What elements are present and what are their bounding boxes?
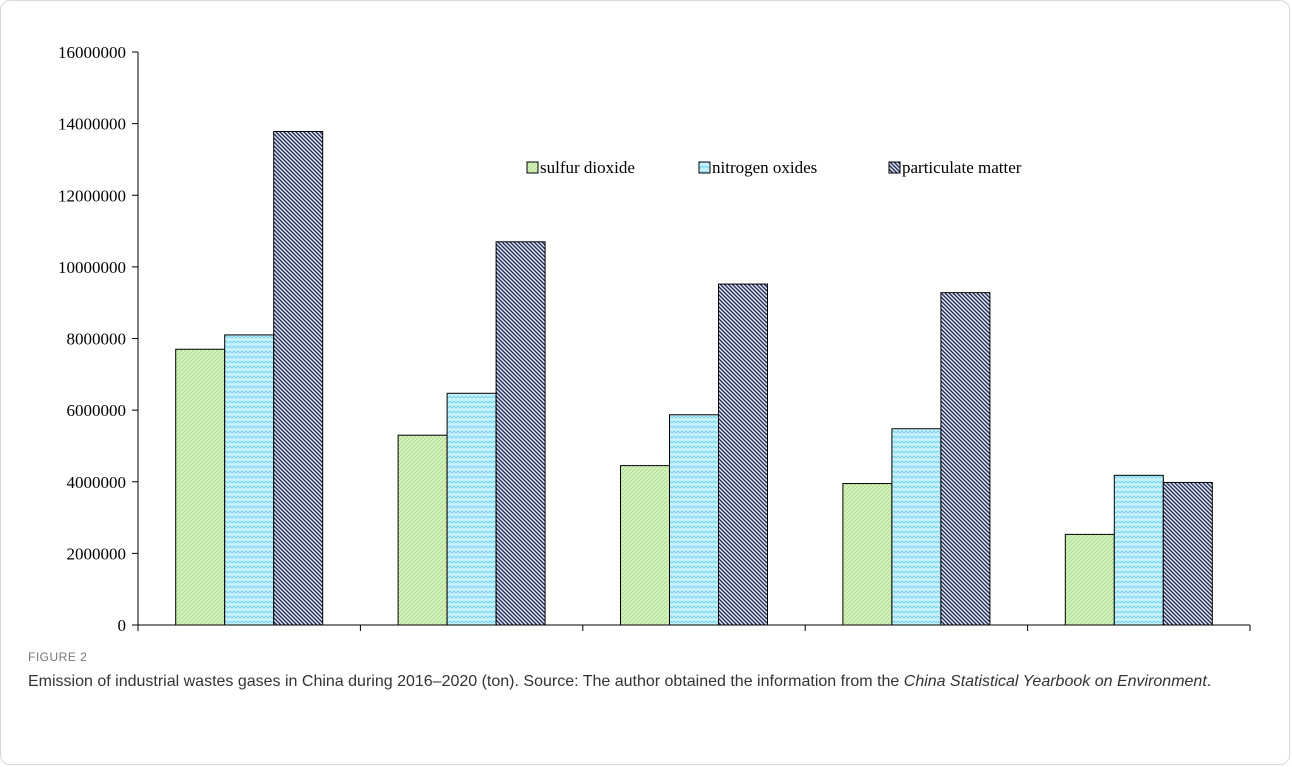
figure-caption: FIGURE 2 Emission of industrial wastes g… [28,650,1268,693]
y-tick-label: 10000000 [58,258,126,277]
y-tick-label: 2000000 [67,544,127,563]
caption-text-end: . [1206,673,1212,690]
y-tick-label: 8000000 [67,330,127,349]
legend-swatch-sulfur-dioxide [526,161,539,174]
bar-sulfur-dioxide-2019 [842,483,893,626]
y-tick-label: 16000000 [58,43,126,62]
legend-label-nitrogen-oxides: nitrogen oxides [712,158,817,177]
y-tick-label: 6000000 [67,401,127,420]
caption-text: Emission of industrial wastes gases in C… [28,670,1268,693]
legend-label-particulate-matter: particulate matter [902,158,1022,177]
bar-particulate-matter-2019 [940,292,991,626]
x-tick-label: 2016 [232,639,266,640]
bar-particulate-matter-2018 [718,283,768,626]
y-tick-label: 12000000 [58,186,126,205]
legend-swatch-particulate-matter [888,161,901,174]
bar-nitrogen-oxides-2018 [669,414,719,626]
legend-swatch-nitrogen-oxides [698,161,711,174]
bar-nitrogen-oxides-2019 [891,428,942,626]
caption-source-title: China Statistical Yearbook on Environmen… [903,673,1207,690]
bar-sulfur-dioxide-2018 [620,465,670,626]
y-tick-label: 14000000 [58,115,126,134]
y-tick-label: 4000000 [67,473,127,492]
figure-label: FIGURE 2 [28,650,88,664]
bar-sulfur-dioxide-2017 [397,434,448,626]
bar-nitrogen-oxides-2020 [1113,474,1164,626]
bar-chart: 0 2000000 4000000 6000000 8000000 10000000 120… [58,43,1251,640]
bar-particulate-matter-2017 [495,241,546,626]
legend-label-sulfur-dioxide: sulfur dioxide [540,158,635,177]
bar-sulfur-dioxide-2020 [1064,533,1115,626]
x-tick-label: 2020 [1122,639,1156,640]
bar-sulfur-dioxide-2016 [175,348,226,626]
caption-text-lead: Emission of industrial wastes gases in C… [28,673,904,690]
bar-particulate-matter-2016 [273,131,324,626]
y-tick-label: 0 [118,616,127,635]
x-tick-label: 2019 [899,639,933,640]
bar-particulate-matter-2020 [1162,481,1213,626]
x-tick-label: 2018 [677,639,711,640]
x-tick-label: 2017 [455,639,490,640]
bar-nitrogen-oxides-2016 [224,334,275,626]
bar-nitrogen-oxides-2017 [446,392,497,626]
